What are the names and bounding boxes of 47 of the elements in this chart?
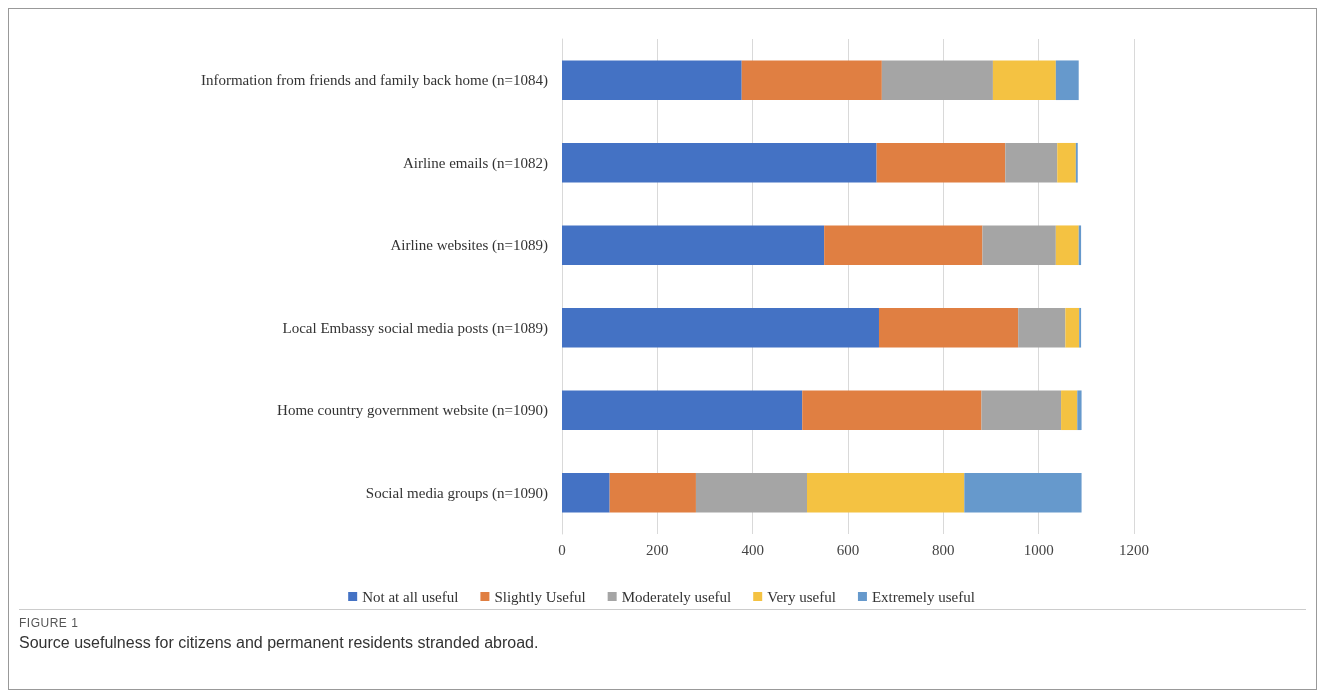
y-tick-label: Information from friends and family back home (n=1084) (200, 72, 548, 90)
bar (1055, 60, 1079, 101)
y-tick-label: Airline websites (n=1089) (390, 237, 548, 255)
bar (1065, 307, 1080, 348)
legend-label: Slightly Useful (494, 588, 586, 605)
caption: FIGURE 1 (19, 616, 80, 630)
bar (1018, 307, 1066, 348)
bar (562, 142, 877, 183)
legend-label: Moderately useful (621, 588, 732, 605)
x-tick-label: 600 (836, 541, 860, 558)
bar (881, 60, 993, 101)
y-tick-label: Local Embassy social media posts (n=1089) (282, 319, 548, 337)
bar (562, 225, 825, 266)
bar (992, 60, 1056, 101)
x-tick-label: 400 (741, 541, 764, 558)
bar (981, 390, 1062, 431)
legend-label: Not at all useful (362, 588, 459, 605)
bar (802, 390, 982, 431)
bar (741, 60, 882, 101)
bar (876, 142, 1006, 183)
bar (562, 472, 610, 513)
source-note: Source usefulness for citizens and permanent residents stranded abroad. (19, 634, 540, 652)
bar (982, 225, 1056, 266)
bar (562, 60, 742, 101)
bar (1005, 142, 1058, 183)
legend-label: Very useful (767, 588, 836, 605)
legend-label: Extremely useful (871, 588, 975, 605)
bar (964, 472, 1082, 513)
bar (562, 307, 879, 348)
x-tick-label: 1000 (1023, 541, 1054, 558)
y-tick-label: Home country government website (n=1090) (277, 402, 548, 420)
bar (807, 472, 965, 513)
x-tick-label: 1200 (1119, 541, 1149, 558)
bar (1055, 225, 1079, 266)
x-tick-label: 200 (646, 541, 669, 558)
x-tick-label: 800 (932, 541, 955, 558)
bar (824, 225, 983, 266)
bar (609, 472, 696, 513)
bar (878, 307, 1019, 348)
bar (695, 472, 808, 513)
bar (1057, 142, 1076, 183)
bar (1061, 390, 1078, 431)
bar (562, 390, 803, 431)
x-tick-label: 0 (558, 541, 566, 558)
y-tick-label: Social media groups (n=1090) (365, 484, 548, 502)
y-tick-label: Airline emails (n=1082) (402, 154, 548, 172)
bar (1077, 390, 1082, 431)
